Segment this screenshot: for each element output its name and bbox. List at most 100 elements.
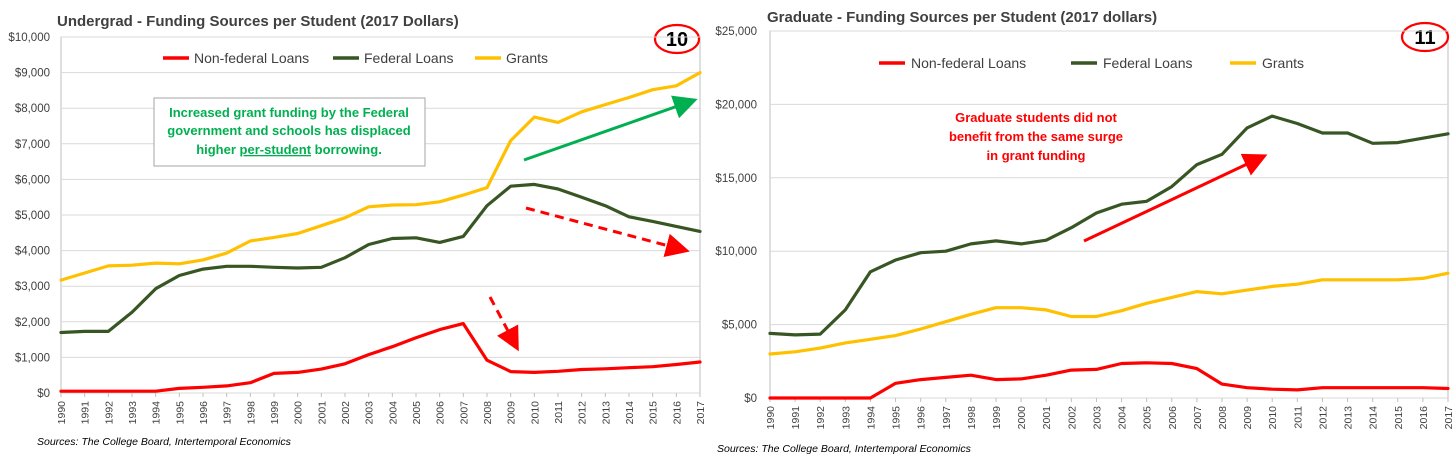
x-tick-label: 2009 (1242, 406, 1254, 430)
x-tick-label: 2006 (1167, 406, 1179, 430)
x-tick-label: 1994 (865, 406, 877, 430)
y-tick-label: $7,000 (15, 139, 50, 151)
legend-label-federal: Federal Loans (1103, 55, 1193, 71)
y-tick-label: $5,000 (15, 210, 50, 222)
legend-label-grants: Grants (506, 50, 548, 66)
graduate-annotation-line-1: Graduate students did not (955, 110, 1117, 125)
legend-label-grants: Grants (1262, 55, 1304, 71)
undergrad-series (59, 70, 702, 393)
x-tick-label: 1993 (840, 406, 852, 430)
undergrad-red-dashed-arrow-2 (488, 296, 519, 352)
x-tick-label: 2014 (624, 401, 636, 425)
x-tick-label: 2010 (529, 401, 541, 425)
graduate-source: Sources: The College Board, Intertempora… (717, 443, 972, 455)
y-tick-label: $10,000 (715, 246, 757, 258)
x-tick-label: 2000 (1016, 406, 1028, 430)
x-tick-label: 2008 (482, 401, 494, 425)
x-tick-label: 1996 (198, 401, 210, 425)
x-tick-label: 2002 (1066, 406, 1078, 430)
undergrad-source: Sources: The College Board, Intertempora… (37, 436, 292, 448)
undergrad-badge-number: 10 (666, 29, 688, 51)
graduate-badge-number: 11 (1414, 27, 1435, 49)
x-tick-label: 2012 (1317, 406, 1329, 430)
x-tick-label: 1990 (765, 406, 777, 430)
x-tick-label: 2001 (316, 401, 328, 425)
y-tick-label: $8,000 (15, 103, 50, 115)
y-tick-label: $10,000 (8, 32, 50, 44)
graduate-gridlines (770, 30, 1448, 399)
y-tick-label: $1,000 (15, 352, 50, 364)
annotation-prefix: higher (196, 142, 239, 157)
x-tick-label: 1998 (966, 406, 978, 430)
y-tick-label: $2,000 (15, 317, 50, 329)
x-tick-label: 2015 (648, 401, 660, 425)
undergrad-badge: 10 (653, 23, 701, 55)
x-tick-label: 2000 (293, 401, 305, 425)
x-tick-label: 1994 (151, 401, 163, 425)
legend-label-federal: Federal Loans (364, 50, 454, 66)
x-tick-label: 2013 (1343, 406, 1355, 430)
x-tick-label: 1999 (269, 401, 281, 425)
x-tick-label: 2004 (1117, 406, 1129, 430)
x-tick-label: 2010 (1267, 406, 1279, 430)
y-tick-label: $5,000 (722, 320, 757, 332)
graduate-plot-frame (769, 30, 1449, 399)
x-tick-label: 2014 (1368, 406, 1380, 430)
x-tick-label: 2005 (1142, 406, 1154, 430)
graduate-chart-title: Graduate - Funding Sources per Student (… (767, 9, 1157, 26)
x-tick-label: 1991 (80, 401, 92, 425)
x-tick-label: 1992 (103, 401, 115, 425)
series-line-nonfederal (59, 322, 702, 393)
x-tick-label: 2004 (387, 401, 399, 425)
x-tick-label: 2002 (340, 401, 352, 425)
x-tick-label: 2007 (458, 401, 470, 425)
undergrad-annotation-line-3: higher per-student borrowing. (196, 142, 382, 157)
x-tick-label: 2015 (1393, 406, 1405, 430)
graduate-legend: Non-federal Loans Federal Loans Grants (879, 55, 1304, 71)
y-tick-label: $0 (37, 388, 50, 400)
y-tick-label: $3,000 (15, 281, 50, 293)
undergrad-x-axis: 1990 1991 1992 1993 1994 1995 1996 1997 1998 1999… (56, 393, 707, 424)
y-tick-label: $25,000 (715, 26, 757, 38)
undergrad-annotation-line-1: Increased grant funding by the Federal (169, 105, 409, 120)
x-tick-label: 1998 (245, 401, 257, 425)
x-tick-label: 1990 (56, 401, 68, 425)
undergrad-y-axis: $0 $1,000 $2,000 $3,000 $4,000 $5,000 $6,000 $7… (8, 32, 50, 400)
annotation-underlined: per-student (240, 142, 312, 157)
undergrad-green-arrow (523, 95, 698, 162)
x-tick-label: 2001 (1041, 406, 1053, 430)
undergrad-chart: Undergrad - Funding Sources per Student … (8, 13, 707, 448)
x-tick-label: 2003 (1091, 406, 1103, 430)
graduate-x-axis: 1990 1991 1992 1993 1994 1995 1996 1997 1998 1999… (765, 398, 1455, 429)
undergrad-annotation-box: Increased grant funding by the Federal g… (153, 97, 426, 167)
undergrad-annotation-line-2: government and schools has displaced (167, 123, 411, 138)
y-tick-label: $6,000 (15, 174, 50, 186)
x-tick-label: 1991 (790, 406, 802, 430)
graduate-chart: Graduate - Funding Sources per Student (… (715, 9, 1455, 455)
undergrad-gridlines (61, 36, 700, 394)
undergrad-red-dashed-arrow-1 (525, 206, 690, 257)
x-tick-label: 2016 (671, 401, 683, 425)
x-tick-label: 1995 (174, 401, 186, 425)
series-line-federal (768, 114, 1450, 337)
x-tick-label: 2011 (1292, 406, 1304, 429)
y-tick-label: $9,000 (15, 68, 50, 80)
x-tick-label: 2006 (435, 401, 447, 425)
y-tick-label: $15,000 (715, 173, 757, 185)
x-tick-label: 1997 (941, 406, 953, 430)
x-tick-label: 1997 (222, 401, 234, 425)
x-tick-label: 2007 (1192, 406, 1204, 430)
y-tick-label: $20,000 (715, 99, 757, 111)
x-tick-label: 1996 (916, 406, 928, 430)
x-tick-label: 1992 (815, 406, 827, 430)
x-tick-label: 2008 (1217, 406, 1229, 430)
x-tick-label: 1995 (891, 406, 903, 430)
undergrad-chart-title: Undergrad - Funding Sources per Student … (57, 13, 459, 30)
x-tick-label: 2017 (695, 401, 707, 425)
x-tick-label: 2009 (506, 401, 518, 425)
series-line-federal (59, 182, 702, 335)
series-line-grants (59, 70, 702, 282)
series-line-nonfederal (768, 361, 1450, 400)
y-tick-label: $0 (744, 393, 757, 405)
